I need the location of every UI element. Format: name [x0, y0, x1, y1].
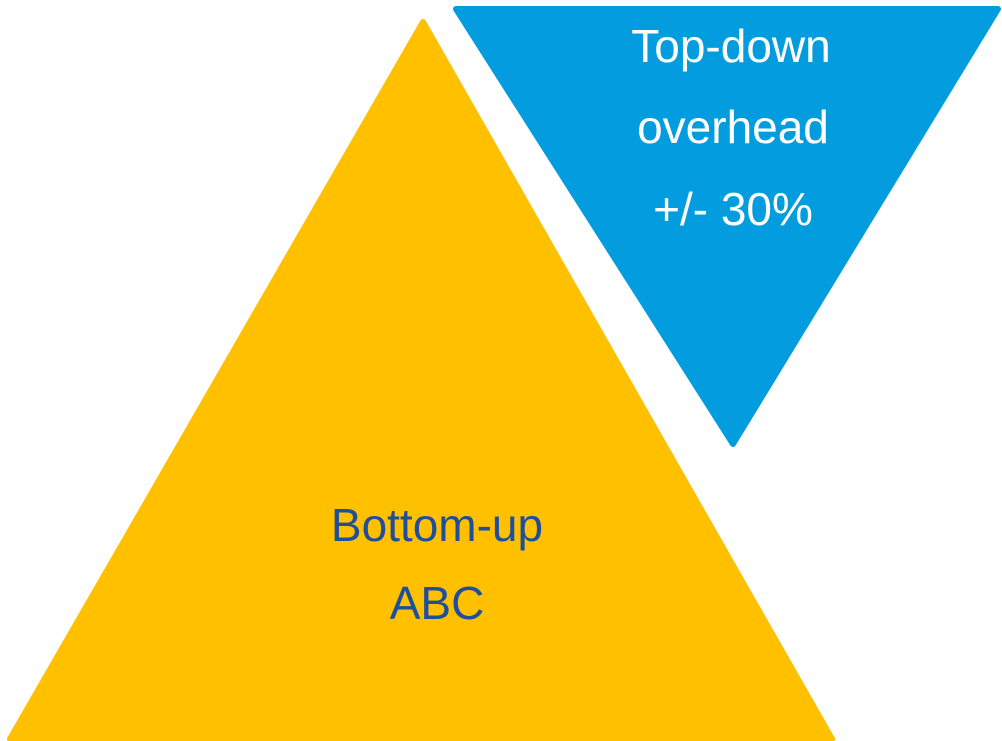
top-down-line-2: overhead — [637, 101, 829, 153]
top-down-line-1: Top-down — [631, 20, 830, 72]
bottom-up-label: Bottom-up ABC — [331, 499, 543, 629]
bottom-up-triangle — [7, 19, 835, 741]
top-down-line-3: +/- 30% — [653, 183, 813, 235]
bottom-up-line-2: ABC — [390, 577, 485, 629]
top-down-triangle — [453, 6, 1001, 447]
top-down-label: Top-down overhead +/- 30% — [631, 20, 830, 235]
bottom-up-line-1: Bottom-up — [331, 499, 543, 551]
